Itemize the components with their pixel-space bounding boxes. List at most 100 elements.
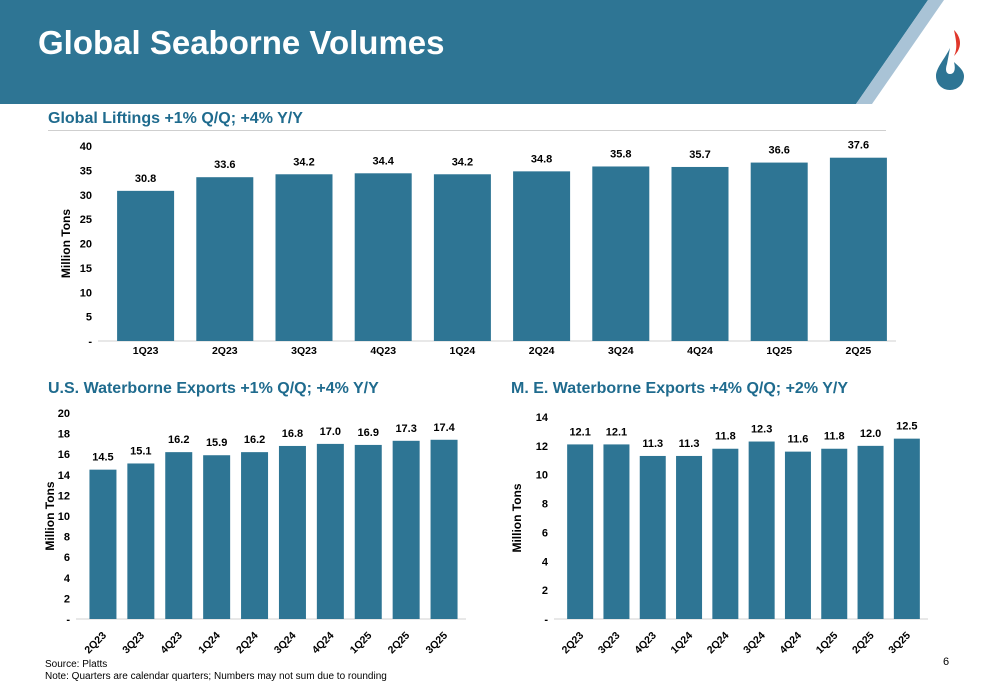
x-tick-label: 3Q24 [272, 630, 299, 657]
data-label: 12.5 [896, 421, 917, 433]
me-chart-title: M. E. Waterborne Exports +4% Q/Q; +2% Y/… [511, 380, 848, 397]
page-title: Global Seaborne Volumes [38, 24, 445, 61]
bar-3Q23 [127, 463, 155, 619]
data-label: 14.5 [92, 452, 113, 464]
data-label: 35.8 [610, 148, 631, 160]
bar-3Q25 [893, 438, 920, 619]
data-label: 11.3 [642, 438, 663, 450]
x-tick-label: 1Q23 [133, 345, 159, 357]
y-axis-label: Million Tons [59, 209, 73, 278]
source-note: Source: Platts [45, 659, 108, 670]
y-tick-label: 2 [542, 585, 548, 597]
x-tick-label: 4Q24 [687, 345, 713, 357]
y-tick-label: 15 [80, 263, 92, 275]
y-axis-label: Million Tons [43, 481, 57, 550]
data-label: 37.6 [848, 140, 869, 152]
y-tick-label: - [544, 614, 548, 626]
x-tick-label: 1Q25 [814, 630, 841, 657]
y-tick-label: 12 [58, 490, 70, 502]
y-tick-label: - [66, 614, 70, 626]
x-tick-label: 3Q24 [608, 345, 634, 357]
x-tick-label: 3Q24 [741, 630, 768, 657]
data-label: 17.4 [433, 422, 455, 434]
bar-4Q24 [316, 443, 344, 619]
x-tick-label: 2Q25 [846, 345, 872, 357]
us-chart-title: U.S. Waterborne Exports +1% Q/Q; +4% Y/Y [48, 380, 379, 397]
y-axis-label: Million Tons [510, 483, 524, 552]
header-shape [0, 0, 944, 104]
y-tick-label: 20 [58, 408, 70, 420]
bar-3Q24 [278, 445, 306, 619]
page-number: 6 [943, 656, 950, 668]
bar-1Q24 [203, 455, 231, 619]
y-tick-label: 8 [64, 532, 70, 544]
bar-4Q23 [639, 455, 666, 619]
x-tick-label: 2Q23 [82, 630, 109, 657]
data-label: 34.4 [372, 155, 394, 167]
data-label: 12.3 [751, 424, 772, 436]
data-label: 35.7 [689, 149, 710, 161]
title-rule [48, 130, 886, 131]
x-tick-label: 3Q23 [596, 630, 623, 657]
y-tick-label: 5 [86, 312, 92, 324]
x-tick-label: 4Q24 [777, 630, 804, 657]
data-label: 16.9 [358, 427, 379, 439]
data-label: 16.8 [282, 428, 303, 440]
x-tick-label: 4Q23 [632, 630, 659, 657]
data-label: 11.8 [715, 431, 736, 443]
data-label: 12.0 [860, 428, 881, 440]
bar-1Q24 [676, 455, 703, 619]
data-label: 30.8 [135, 173, 156, 185]
x-tick-label: 3Q23 [120, 630, 147, 657]
data-label: 12.1 [606, 426, 627, 438]
x-tick-label: 1Q24 [196, 630, 223, 657]
bar-2Q25 [857, 445, 884, 619]
data-label: 15.1 [130, 445, 151, 457]
y-tick-label: 6 [542, 527, 548, 539]
x-tick-label: 4Q23 [158, 630, 185, 657]
x-tick-label: 2Q23 [560, 630, 587, 657]
liftings-chart: - 5 10 15 20 25 30 35 40 Million Tons 30.8 1Q23 33.6… [59, 140, 896, 357]
bar-4Q24 [784, 451, 811, 619]
data-label: 34.2 [452, 156, 473, 168]
footnote: Note: Quarters are calendar quarters; Nu… [45, 671, 387, 682]
header-stripe [856, 0, 944, 104]
x-tick-label: 3Q25 [886, 630, 913, 657]
us-exports-chart: - 2 4 6 8 10 12 14 16 18 20 Million Tons 14.5 2Q23 15.… [43, 408, 466, 657]
bar-2Q23 [89, 469, 117, 619]
logo-drop [936, 48, 964, 90]
x-tick-label: 3Q25 [424, 630, 451, 657]
company-logo [936, 30, 964, 90]
bar-3Q24 [592, 166, 650, 341]
data-label: 16.2 [168, 434, 189, 446]
y-tick-label: 6 [64, 552, 70, 564]
bar-2Q23 [567, 444, 594, 619]
x-tick-label: 2Q24 [234, 630, 261, 657]
data-label: 34.2 [293, 156, 314, 168]
bar-1Q24 [433, 174, 491, 341]
data-label: 11.3 [679, 438, 700, 450]
y-tick-label: 12 [536, 441, 548, 453]
y-tick-label: 30 [80, 190, 92, 202]
data-label: 36.6 [768, 145, 789, 157]
bar-1Q23 [117, 190, 175, 341]
x-tick-label: 1Q25 [766, 345, 792, 357]
x-tick-label: 4Q24 [310, 630, 337, 657]
bar-2Q24 [712, 448, 739, 619]
bar-2Q24 [241, 452, 269, 619]
bar-3Q23 [275, 174, 333, 341]
data-label: 11.8 [824, 431, 845, 443]
y-tick-label: 25 [80, 214, 92, 226]
logo-flame [954, 30, 960, 56]
y-tick-label: 4 [542, 556, 549, 568]
y-tick-label: - [88, 336, 92, 348]
header-band [0, 0, 928, 104]
x-tick-label: 1Q24 [450, 345, 476, 357]
y-tick-label: 35 [80, 165, 92, 177]
y-tick-label: 40 [80, 141, 92, 153]
data-label: 12.1 [569, 426, 590, 438]
y-tick-label: 16 [58, 449, 70, 461]
y-tick-label: 10 [58, 511, 70, 523]
y-tick-label: 18 [58, 429, 70, 441]
y-tick-label: 10 [536, 470, 548, 482]
